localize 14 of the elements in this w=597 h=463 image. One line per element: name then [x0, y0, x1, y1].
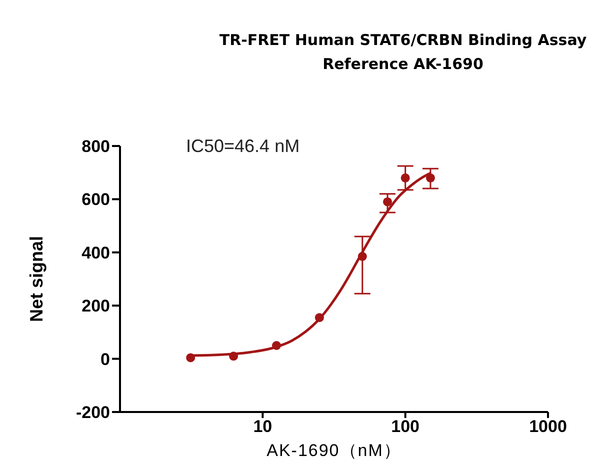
y-tick-label: 200 [82, 296, 110, 316]
chart-title: TR-FRET Human STAT6/CRBN Binding Assay [218, 30, 588, 51]
annotation: IC50=46.4 nM [186, 136, 300, 157]
x-tick-label: 10 [253, 417, 272, 436]
y-axis-title: Net signal [26, 236, 46, 322]
y-tick-label: 600 [82, 190, 110, 210]
x-tick-label: 100 [391, 417, 420, 436]
x-tick-label: 1000 [529, 417, 567, 436]
chart-subtitle: Reference AK-1690 [322, 54, 484, 75]
y-tick-label: 0 [100, 350, 110, 369]
y-tick-label: 400 [82, 243, 110, 262]
y-tick-label: -200 [76, 403, 110, 422]
x-axis-title: AK-1690（nM） [266, 441, 402, 460]
y-tick-label: 800 [82, 137, 110, 156]
